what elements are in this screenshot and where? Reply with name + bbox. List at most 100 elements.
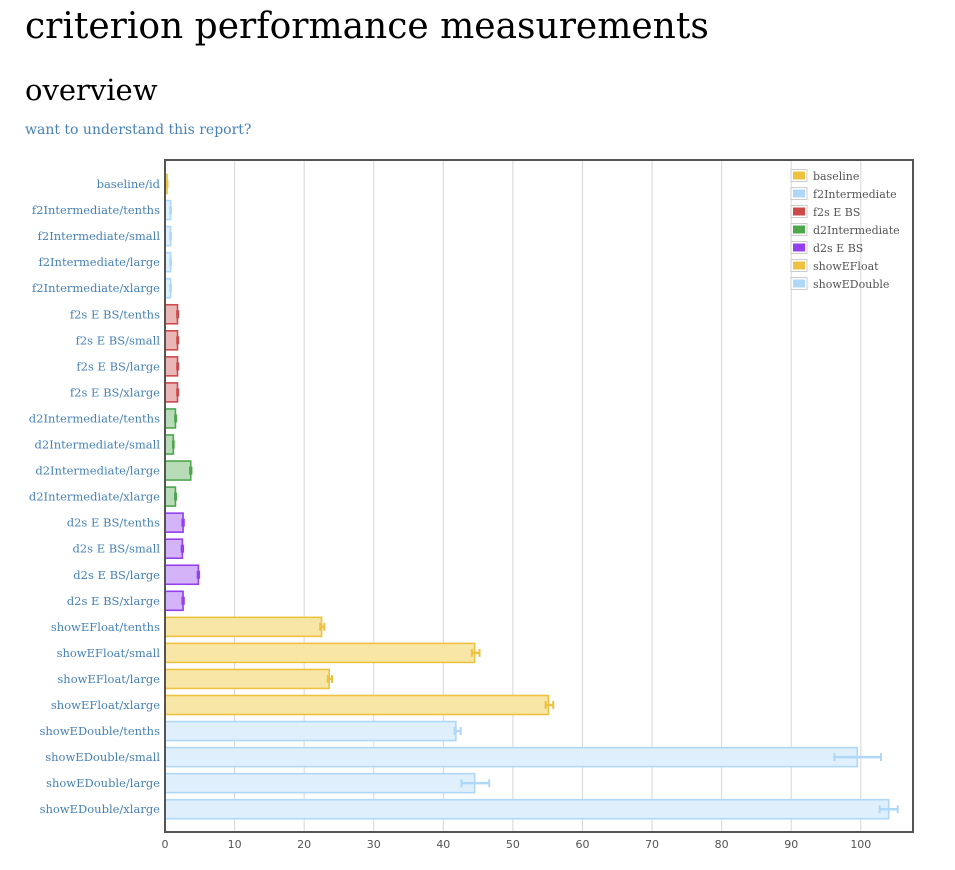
error-bar (319, 622, 326, 631)
bar-label[interactable]: showEFloat/large (57, 672, 160, 686)
bar-label[interactable]: showEDouble/large (46, 776, 160, 790)
legend-item: showEFloat (790, 259, 879, 273)
bar-label[interactable]: f2Intermediate/large (38, 255, 160, 269)
bar-label[interactable]: d2s E BS/tenths (67, 516, 160, 530)
bar[interactable] (164, 720, 457, 742)
bar-label[interactable]: showEDouble/tenths (39, 724, 160, 738)
bar-label[interactable]: d2s E BS/small (72, 542, 160, 556)
x-tick-label: 0 (162, 838, 169, 851)
plot-frame (164, 159, 914, 833)
error-bar (460, 779, 491, 788)
bar-label[interactable]: showEFloat/xlarge (51, 698, 160, 712)
legend-swatch (793, 279, 805, 288)
bar[interactable] (164, 329, 179, 351)
legend-item: showEDouble (790, 277, 889, 291)
bar[interactable] (164, 356, 179, 377)
bar[interactable] (164, 486, 177, 507)
x-tick-label: 20 (297, 838, 311, 851)
legend-swatch (793, 261, 805, 270)
bar-label[interactable]: showEFloat/small (57, 646, 161, 660)
bar-label[interactable]: d2Intermediate/tenths (29, 411, 160, 425)
page-title: criterion performance measurements (25, 6, 709, 47)
bar[interactable] (164, 694, 550, 716)
bar[interactable] (164, 668, 331, 690)
bar-label[interactable]: d2Intermediate/xlarge (29, 490, 160, 504)
bar-label[interactable]: d2s E BS/xlarge (67, 594, 160, 608)
legend-swatch (793, 207, 805, 216)
chart-legend: baseline f2Intermediate f2s E BS d2Intermed… (790, 169, 900, 291)
bar-label[interactable]: f2s E BS/large (76, 359, 160, 373)
legend-label: baseline (813, 170, 859, 183)
bar[interactable] (164, 746, 859, 768)
bar-label[interactable]: baseline/id (97, 177, 161, 191)
bar-label[interactable]: f2Intermediate/xlarge (32, 281, 160, 295)
error-bar (169, 284, 172, 293)
explain-report-link[interactable]: want to understand this report? (25, 122, 252, 138)
bar[interactable] (164, 538, 184, 560)
error-bar (470, 648, 481, 657)
bar-label[interactable]: d2s E BS/large (73, 568, 160, 582)
bar[interactable] (164, 408, 177, 429)
overview-heading: overview (25, 73, 158, 107)
error-bar (181, 518, 185, 527)
bar-label[interactable]: f2Intermediate/small (38, 229, 161, 243)
bar-label[interactable]: f2s E BS/tenths (70, 307, 160, 321)
error-bar (174, 414, 178, 423)
bar[interactable] (164, 512, 184, 533)
x-tick-label: 50 (506, 838, 520, 851)
bar[interactable] (164, 642, 476, 664)
legend-label: f2s E BS (813, 206, 860, 219)
bar-label[interactable]: d2Intermediate/large (35, 464, 160, 478)
bar[interactable] (164, 564, 200, 586)
error-bar (176, 336, 180, 345)
chart-bars (164, 173, 890, 820)
error-bar (878, 805, 899, 814)
error-bar (326, 674, 333, 683)
chart-error-bars (165, 180, 899, 814)
error-bar (180, 544, 185, 553)
legend-label: showEDouble (813, 278, 889, 291)
bar-label[interactable]: f2s E BS/small (76, 333, 161, 347)
bar-label[interactable]: showEDouble/small (45, 750, 160, 764)
error-bar (189, 466, 193, 475)
bar-label[interactable]: showEDouble/xlarge (40, 802, 161, 816)
error-bar (181, 596, 185, 605)
error-bar (169, 232, 172, 241)
bar[interactable] (164, 616, 323, 638)
chart-grid (234, 160, 862, 832)
bar-label[interactable]: showEFloat/tenths (51, 620, 160, 634)
legend-swatch (793, 189, 805, 198)
bar[interactable] (164, 772, 476, 794)
bar[interactable] (164, 382, 179, 403)
error-bar (176, 388, 180, 397)
x-tick-label: 100 (850, 838, 871, 851)
error-bar (169, 258, 172, 267)
legend-label: d2s E BS (813, 242, 863, 255)
legend-label: f2Intermediate (813, 188, 897, 201)
error-bar (169, 206, 172, 215)
error-bar (544, 701, 555, 709)
bar[interactable] (164, 460, 192, 481)
error-bar (165, 180, 169, 188)
bar[interactable] (164, 303, 179, 325)
category-labels: baseline/id f2Intermediate/tenths f2Interm… (29, 177, 161, 816)
error-bar (176, 362, 180, 371)
legend-item: baseline (790, 169, 859, 183)
x-tick-label: 90 (784, 838, 798, 851)
error-bar (172, 440, 175, 449)
bar-label[interactable]: d2Intermediate/small (35, 438, 161, 452)
x-tick-label: 10 (228, 838, 242, 851)
legend-item: d2s E BS (790, 241, 863, 255)
legend-swatch (793, 225, 805, 234)
bar[interactable] (164, 590, 184, 612)
error-bar (174, 492, 178, 501)
legend-label: showEFloat (813, 260, 879, 273)
bar-label[interactable]: f2Intermediate/tenths (32, 203, 160, 217)
legend-swatch (793, 171, 805, 180)
bar-label[interactable]: f2s E BS/xlarge (70, 385, 160, 399)
legend-label: d2Intermediate (813, 224, 900, 237)
x-tick-label: 40 (436, 838, 450, 851)
bar[interactable] (164, 798, 890, 820)
error-bar (196, 570, 201, 579)
